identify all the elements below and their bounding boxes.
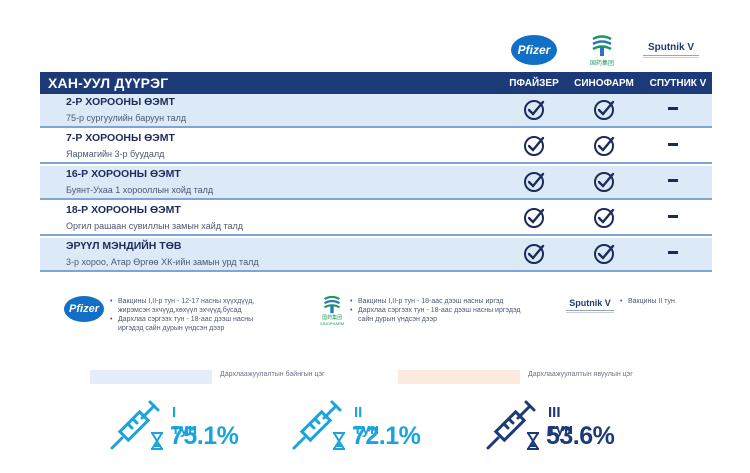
sputnik-logo-text: Sputnik V <box>647 42 695 53</box>
hourglass-icon <box>151 432 163 450</box>
dose-percent: 75.1% <box>170 422 239 450</box>
dose-percent: 72.1% <box>352 422 421 450</box>
check-circle-icon <box>594 100 615 120</box>
sputnik-logo-tagline <box>566 310 614 313</box>
table-row: 2-Р ХОРООНЫ ӨЭМТ 75-р сургуулийн баруун … <box>40 94 712 128</box>
sinopharm-logo-text: 国药集团 <box>589 61 614 67</box>
list-item: Дархлаа сэргээх тун - 18-аас дээш насны … <box>350 306 530 324</box>
pfizer-note-logo: Pfizer <box>64 296 104 322</box>
list-item: Дархлаа сэргээх тун - 18-аас дээш насны … <box>110 315 280 333</box>
location-address: 3-р хороо, Атар Өргөө ХК-ийн замын урд т… <box>66 257 259 267</box>
table-header: ХАН-УУЛ ДҮҮРЭГ ПФАЙЗЕР СИНОФАРМ СПУТНИК … <box>40 72 712 94</box>
legend-label-permanent: Дархлаажуулалтын байнгын цэг <box>220 371 325 378</box>
syringe-icon <box>292 400 342 450</box>
sputnik-logo: Sputnik V <box>640 30 702 70</box>
dash-icon <box>668 215 678 218</box>
hourglass-icon <box>333 432 345 450</box>
table-row: 7-Р ХОРООНЫ ӨЭМТ Яармагийн 3-р буудалд <box>40 130 712 164</box>
column-sinopharm: СИНОФАРМ <box>574 78 634 89</box>
sputnik-note-logo: Sputnik V <box>566 298 614 313</box>
syringe-icon <box>486 400 536 450</box>
check-circle-icon <box>594 244 615 264</box>
list-item: Вакцины I,II-р тун - 18-аас дээш насны и… <box>350 297 530 306</box>
hourglass-icon <box>527 432 539 450</box>
check-circle-icon <box>524 244 545 264</box>
syringe-icon <box>110 400 160 450</box>
sinopharm-notes: Вакцины I,II-р тун - 18-аас дээш насны и… <box>350 297 530 324</box>
dose-label: I тун <box>172 404 198 438</box>
dose-percent: 53.6% <box>546 422 615 450</box>
location-name: 18-Р ХОРООНЫ ӨЭМТ <box>66 204 181 216</box>
check-circle-icon <box>594 172 615 192</box>
table-row: 16-Р ХОРООНЫ ӨЭМТ Буянт-Ухаа 1 хорооллын… <box>40 166 712 200</box>
check-circle-icon <box>524 100 545 120</box>
column-pfizer: ПФАЙЗЕР <box>509 78 559 89</box>
sputnik-notes: Вакцины II тун <box>620 297 720 306</box>
sputnik-logo-text: Sputnik V <box>569 298 611 308</box>
sinopharm-logo: 国药集团 <box>580 30 624 70</box>
location-name: 2-Р ХОРООНЫ ӨЭМТ <box>66 96 175 108</box>
location-address: Буянт-Ухаа 1 хорооллын хойд талд <box>66 185 214 195</box>
location-address: Оргил рашаан сувиллын замын хайд талд <box>66 221 244 231</box>
sinopharm-logo-mark <box>592 35 612 56</box>
location-name: 16-Р ХОРООНЫ ӨЭМТ <box>66 168 181 180</box>
list-item: Вакцины II тун <box>620 297 720 306</box>
check-circle-icon <box>594 136 615 156</box>
check-circle-icon <box>524 208 545 228</box>
pfizer-notes: Вакцины I,II-р тун - 12-17 насны хүүхдүү… <box>110 297 280 333</box>
dash-icon <box>668 179 678 182</box>
table-row: 18-Р ХОРООНЫ ӨЭМТ Оргил рашаан сувиллын … <box>40 202 712 236</box>
list-item: Вакцины I,II-р тун - 12-17 насны хүүхдүү… <box>110 297 280 315</box>
sinopharm-note-logo: 国药集团 SINOPHARM <box>320 294 344 326</box>
dose-label: III тун <box>548 404 574 438</box>
location-address: Яармагийн 3-р буудалд <box>66 149 165 159</box>
check-circle-icon <box>524 172 545 192</box>
dose-label: II тун <box>354 404 380 438</box>
pfizer-logo: Pfizer <box>508 30 560 70</box>
column-sputnik: СПУТНИК V <box>649 78 707 89</box>
check-circle-icon <box>594 208 615 228</box>
sinopharm-logo-subtext: SINOPHARM <box>320 321 345 326</box>
legend-swatch-mobile <box>398 370 520 384</box>
location-name: 7-Р ХОРООНЫ ӨЭМТ <box>66 132 175 144</box>
dash-icon <box>668 251 678 254</box>
check-circle-icon <box>524 136 545 156</box>
table-row: ЭРҮҮЛ МЭНДИЙН ТӨВ 3-р хороо, Атар Өргөө … <box>40 238 712 272</box>
legend-swatch-permanent <box>90 370 212 384</box>
sinopharm-logo-mark <box>324 295 341 314</box>
pfizer-logo-mark: Pfizer <box>511 35 557 65</box>
sinopharm-logo-text: 国药集团 <box>322 315 343 321</box>
location-name: ЭРҮҮЛ МЭНДИЙН ТӨВ <box>66 240 182 252</box>
dash-icon <box>668 143 678 146</box>
dash-icon <box>668 107 678 110</box>
district-title: ХАН-УУЛ ДҮҮРЭГ <box>48 75 169 91</box>
location-address: 75-р сургуулийн баруун талд <box>66 113 187 123</box>
legend-label-mobile: Дархлаажуулалтын явуулын цэг <box>528 371 633 378</box>
sputnik-logo-tagline <box>643 55 699 58</box>
